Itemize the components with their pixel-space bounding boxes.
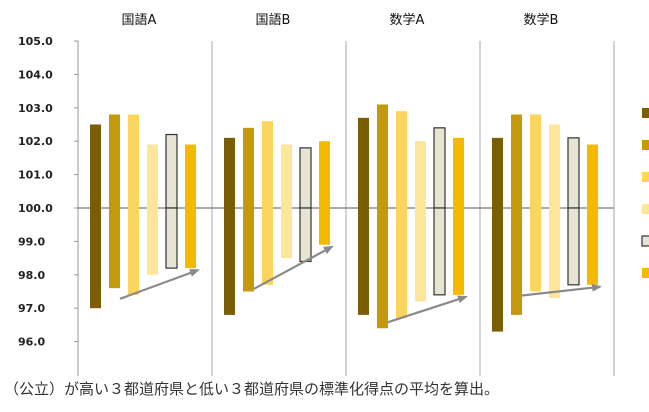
- trend-arrow: [521, 283, 602, 297]
- bar-high: [224, 137, 235, 208]
- bar-low: [109, 208, 120, 289]
- panel-title: 数学B: [524, 12, 559, 28]
- bar-high: [128, 114, 139, 208]
- bar-low: [396, 208, 407, 319]
- bar-low: [90, 208, 101, 309]
- y-tick-label: 101.0: [18, 169, 53, 182]
- y-tick-label: 100.0: [18, 202, 53, 215]
- y-tick-label: 97.0: [18, 302, 45, 315]
- bar-high: [147, 144, 158, 208]
- bar-low: [128, 208, 139, 295]
- bar-low: [319, 208, 330, 245]
- bar-high: [243, 127, 254, 208]
- y-tick-label: 104.0: [18, 68, 53, 81]
- bar-high: [185, 144, 196, 208]
- bar-high: [299, 147, 312, 209]
- bar-high: [109, 114, 120, 208]
- legend-swatch: [642, 140, 649, 150]
- bar-high: [396, 111, 407, 208]
- bar-high: [530, 114, 541, 208]
- bar-high: [319, 141, 330, 208]
- trend-arrow: [119, 269, 200, 300]
- y-tick-label: 98.0: [18, 269, 45, 282]
- bar-low: [415, 208, 426, 302]
- bar-high: [492, 137, 503, 208]
- bar-low: [358, 208, 369, 315]
- panel-title: 数学A: [390, 12, 425, 28]
- y-tick-label: 102.0: [18, 135, 53, 148]
- bar-high: [165, 133, 178, 209]
- y-tick-label: 96.0: [18, 336, 45, 349]
- bar-high: [587, 144, 598, 208]
- panel-title: 国語A: [122, 12, 157, 28]
- trend-arrow: [387, 295, 468, 324]
- bar-low: [492, 208, 503, 332]
- panel-title: 国語B: [256, 12, 291, 28]
- y-tick-label: 105.0: [18, 35, 53, 48]
- bar-high: [433, 127, 446, 209]
- bar-low: [281, 208, 292, 259]
- bar-low: [377, 208, 388, 329]
- footnote-caption: （公立）が高い３都道府県と低い３都道府県の標準化得点の平均を算出。: [4, 380, 500, 398]
- legend-swatch: [642, 268, 649, 278]
- legend-swatch: [642, 108, 649, 118]
- bar-low: [433, 207, 446, 296]
- bar-low: [165, 207, 178, 269]
- trend-arrow: [253, 245, 334, 290]
- bar-high: [511, 114, 522, 208]
- bar-high: [415, 141, 426, 208]
- bar-low: [185, 208, 196, 269]
- bar-high: [549, 124, 560, 208]
- bar-high: [453, 137, 464, 208]
- bar-low: [549, 208, 560, 299]
- bar-low: [567, 207, 580, 286]
- bar-high: [377, 104, 388, 208]
- bar-low: [511, 208, 522, 315]
- bar-low: [147, 208, 158, 275]
- bar-low: [530, 208, 541, 292]
- bar-low: [453, 208, 464, 295]
- bar-low: [299, 207, 312, 263]
- bar-high: [567, 137, 580, 209]
- bar-low: [587, 208, 598, 285]
- bar-low: [243, 208, 254, 292]
- bar-high: [358, 117, 369, 208]
- y-tick-label: 99.0: [18, 235, 45, 248]
- y-tick-label: 103.0: [18, 102, 53, 115]
- legend-swatch: [642, 204, 649, 214]
- bar-high: [281, 144, 292, 208]
- bar-low: [262, 208, 273, 285]
- legend-swatch: [641, 235, 649, 247]
- bar-low: [224, 208, 235, 315]
- bar-high: [262, 121, 273, 208]
- bar-high: [90, 124, 101, 208]
- legend-swatch: [642, 172, 649, 182]
